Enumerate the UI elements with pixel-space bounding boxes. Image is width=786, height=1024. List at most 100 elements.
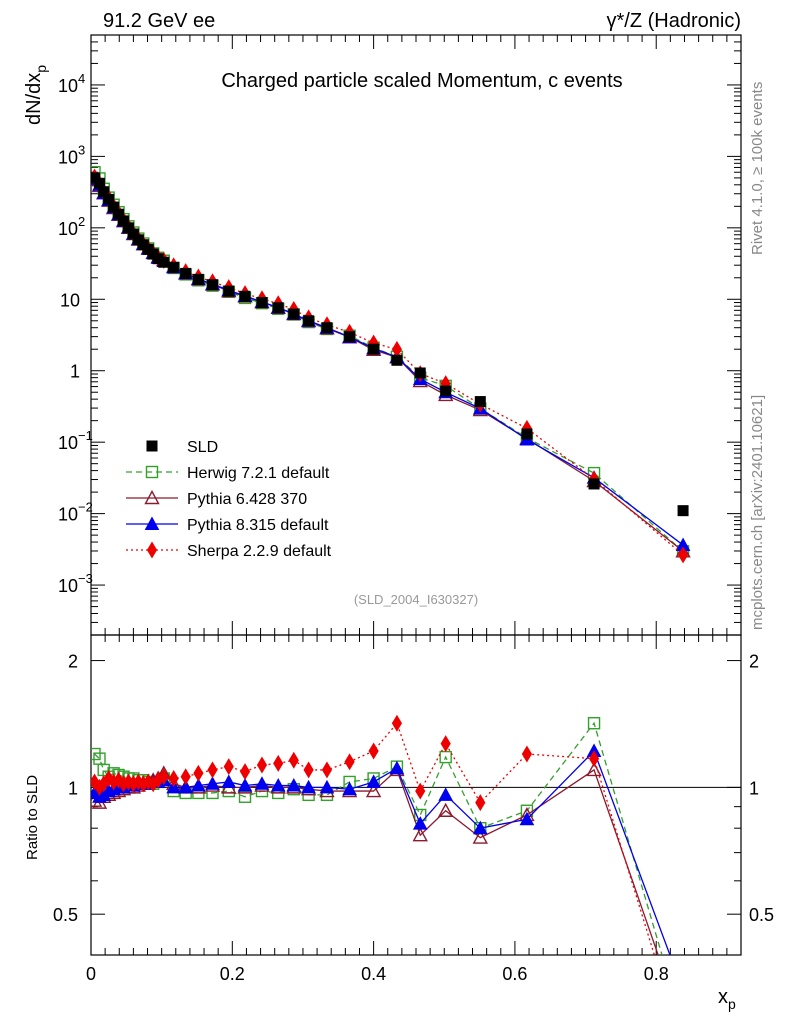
data-point-sld bbox=[288, 308, 300, 320]
series-point-ratio bbox=[342, 781, 357, 796]
data-point-sld bbox=[93, 177, 105, 189]
series-line-main bbox=[94, 171, 684, 552]
legend-label: Pythia 6.428 370 bbox=[187, 491, 307, 508]
series-point-ratio bbox=[301, 779, 316, 794]
series-point-ratio bbox=[193, 764, 204, 782]
y-tick-label-main: 104 bbox=[58, 71, 85, 96]
rivet-label: Rivet 4.1.0, ≥ 100k events bbox=[749, 82, 766, 255]
data-point-sld bbox=[588, 478, 600, 490]
legend-marker bbox=[144, 490, 160, 505]
series-point-ratio bbox=[677, 984, 690, 996]
series-point-ratio bbox=[207, 761, 218, 779]
data-point-sld bbox=[391, 354, 403, 366]
series-point-ratio bbox=[677, 1020, 690, 1024]
y-tick-label-ratio-right: 1 bbox=[749, 778, 759, 798]
energy-label: 91.2 GeV ee bbox=[103, 10, 215, 32]
series-point-ratio bbox=[178, 779, 194, 794]
x-tick-label: 0.4 bbox=[361, 964, 386, 984]
y-axis-label-main: dN/dxp bbox=[23, 65, 49, 125]
data-point-sld bbox=[180, 267, 192, 279]
series-point-ratio bbox=[180, 768, 191, 786]
series-line-main bbox=[94, 176, 684, 556]
series-line-ratio bbox=[94, 721, 663, 955]
series-point-ratio bbox=[437, 802, 454, 817]
series-point-ratio bbox=[368, 742, 379, 760]
y-tick-label-main: 10 bbox=[60, 290, 80, 310]
data-point-sld bbox=[118, 215, 129, 227]
data-point-sld bbox=[127, 228, 139, 240]
data-point-sld bbox=[303, 315, 315, 327]
data-point-sld bbox=[192, 273, 204, 285]
data-point-sld bbox=[223, 285, 235, 297]
ratio-series-group bbox=[91, 714, 690, 1024]
series-point-main bbox=[677, 546, 689, 564]
series-point-ratio bbox=[270, 778, 286, 792]
y-tick-label-main: 1 bbox=[70, 362, 80, 382]
series-point-ratio bbox=[254, 776, 270, 790]
y-tick-label-main: 10−2 bbox=[58, 500, 93, 525]
series-point-ratio bbox=[91, 773, 100, 791]
series-point-ratio bbox=[168, 769, 179, 787]
series-point-ratio bbox=[221, 774, 237, 788]
data-point-sld bbox=[122, 222, 134, 234]
chart-title: Charged particle scaled Momentum, c even… bbox=[221, 70, 622, 92]
data-point-sld bbox=[168, 261, 180, 273]
series-point-ratio bbox=[286, 778, 302, 792]
legend-label: Sherpa 2.2.9 default bbox=[187, 543, 332, 560]
legend-label: Herwig 7.2.1 default bbox=[187, 465, 330, 482]
series-point-ratio bbox=[412, 827, 428, 842]
process-label: γ*/Z (Hadronic) bbox=[607, 10, 741, 32]
series-point-ratio bbox=[475, 794, 486, 812]
series-point-ratio bbox=[587, 717, 601, 730]
legend: SLD Herwig 7.2.1 default Pythia 6.428 370 P… bbox=[126, 439, 332, 560]
data-point-sld bbox=[113, 208, 125, 220]
data-point-sld bbox=[239, 290, 251, 302]
series-point-ratio bbox=[519, 811, 535, 826]
ratio-panel-frame bbox=[90, 634, 742, 956]
series-point-ratio bbox=[205, 776, 220, 790]
series-point-ratio bbox=[256, 756, 268, 774]
x-tick-label: 0.2 bbox=[220, 964, 245, 984]
series-point-ratio bbox=[158, 768, 169, 786]
series-point-ratio bbox=[321, 761, 333, 779]
x-axis-label: xp bbox=[718, 986, 736, 1012]
series-point-ratio bbox=[586, 761, 602, 777]
axes-group: 0 0.2 0.4 0.6 0.8 10−3 10−2 10−1 1 10 102 103 104 0.5… bbox=[53, 34, 774, 984]
series-line-main bbox=[94, 178, 684, 546]
data-point-sld bbox=[158, 256, 170, 268]
data-point-sld bbox=[321, 322, 333, 334]
series-point-main bbox=[391, 340, 403, 358]
series-point-ratio bbox=[438, 787, 454, 801]
legend-marker bbox=[144, 516, 160, 530]
series-point-ratio bbox=[391, 714, 403, 732]
data-point-sld bbox=[521, 428, 533, 440]
series-point-ratio bbox=[472, 820, 488, 835]
series-point-ratio bbox=[472, 829, 488, 844]
y-tick-label-main: 102 bbox=[58, 214, 85, 239]
series-point-ratio bbox=[415, 782, 426, 800]
mcplots-label: mcplots.cern.ch [arXiv:2401.10621] bbox=[749, 395, 766, 630]
series-line-main bbox=[94, 179, 684, 552]
y-tick-label-ratio: 0.5 bbox=[53, 905, 78, 925]
data-point-sld bbox=[152, 253, 164, 265]
series-point-ratio bbox=[521, 745, 533, 763]
series-point-ratio bbox=[237, 778, 253, 792]
legend-label: Pythia 8.315 default bbox=[187, 517, 329, 534]
data-point-sld bbox=[103, 193, 115, 205]
series-point-ratio bbox=[273, 754, 284, 772]
analysis-label: (SLD_2004_I630327) bbox=[354, 592, 478, 607]
data-point-sld bbox=[108, 201, 120, 213]
data-point-sld bbox=[256, 297, 268, 309]
series-line-ratio bbox=[94, 768, 659, 955]
y-tick-label-ratio-right: 2 bbox=[749, 652, 759, 672]
series-point-ratio bbox=[440, 735, 451, 753]
data-point-sld bbox=[414, 367, 426, 379]
series-point-ratio bbox=[303, 761, 314, 779]
series-point-ratio bbox=[191, 778, 206, 792]
data-point-sld bbox=[677, 505, 689, 517]
data-point-sld bbox=[207, 279, 219, 291]
series-point-ratio bbox=[223, 758, 234, 776]
main-series-group bbox=[91, 166, 691, 564]
legend-label: SLD bbox=[187, 439, 218, 456]
